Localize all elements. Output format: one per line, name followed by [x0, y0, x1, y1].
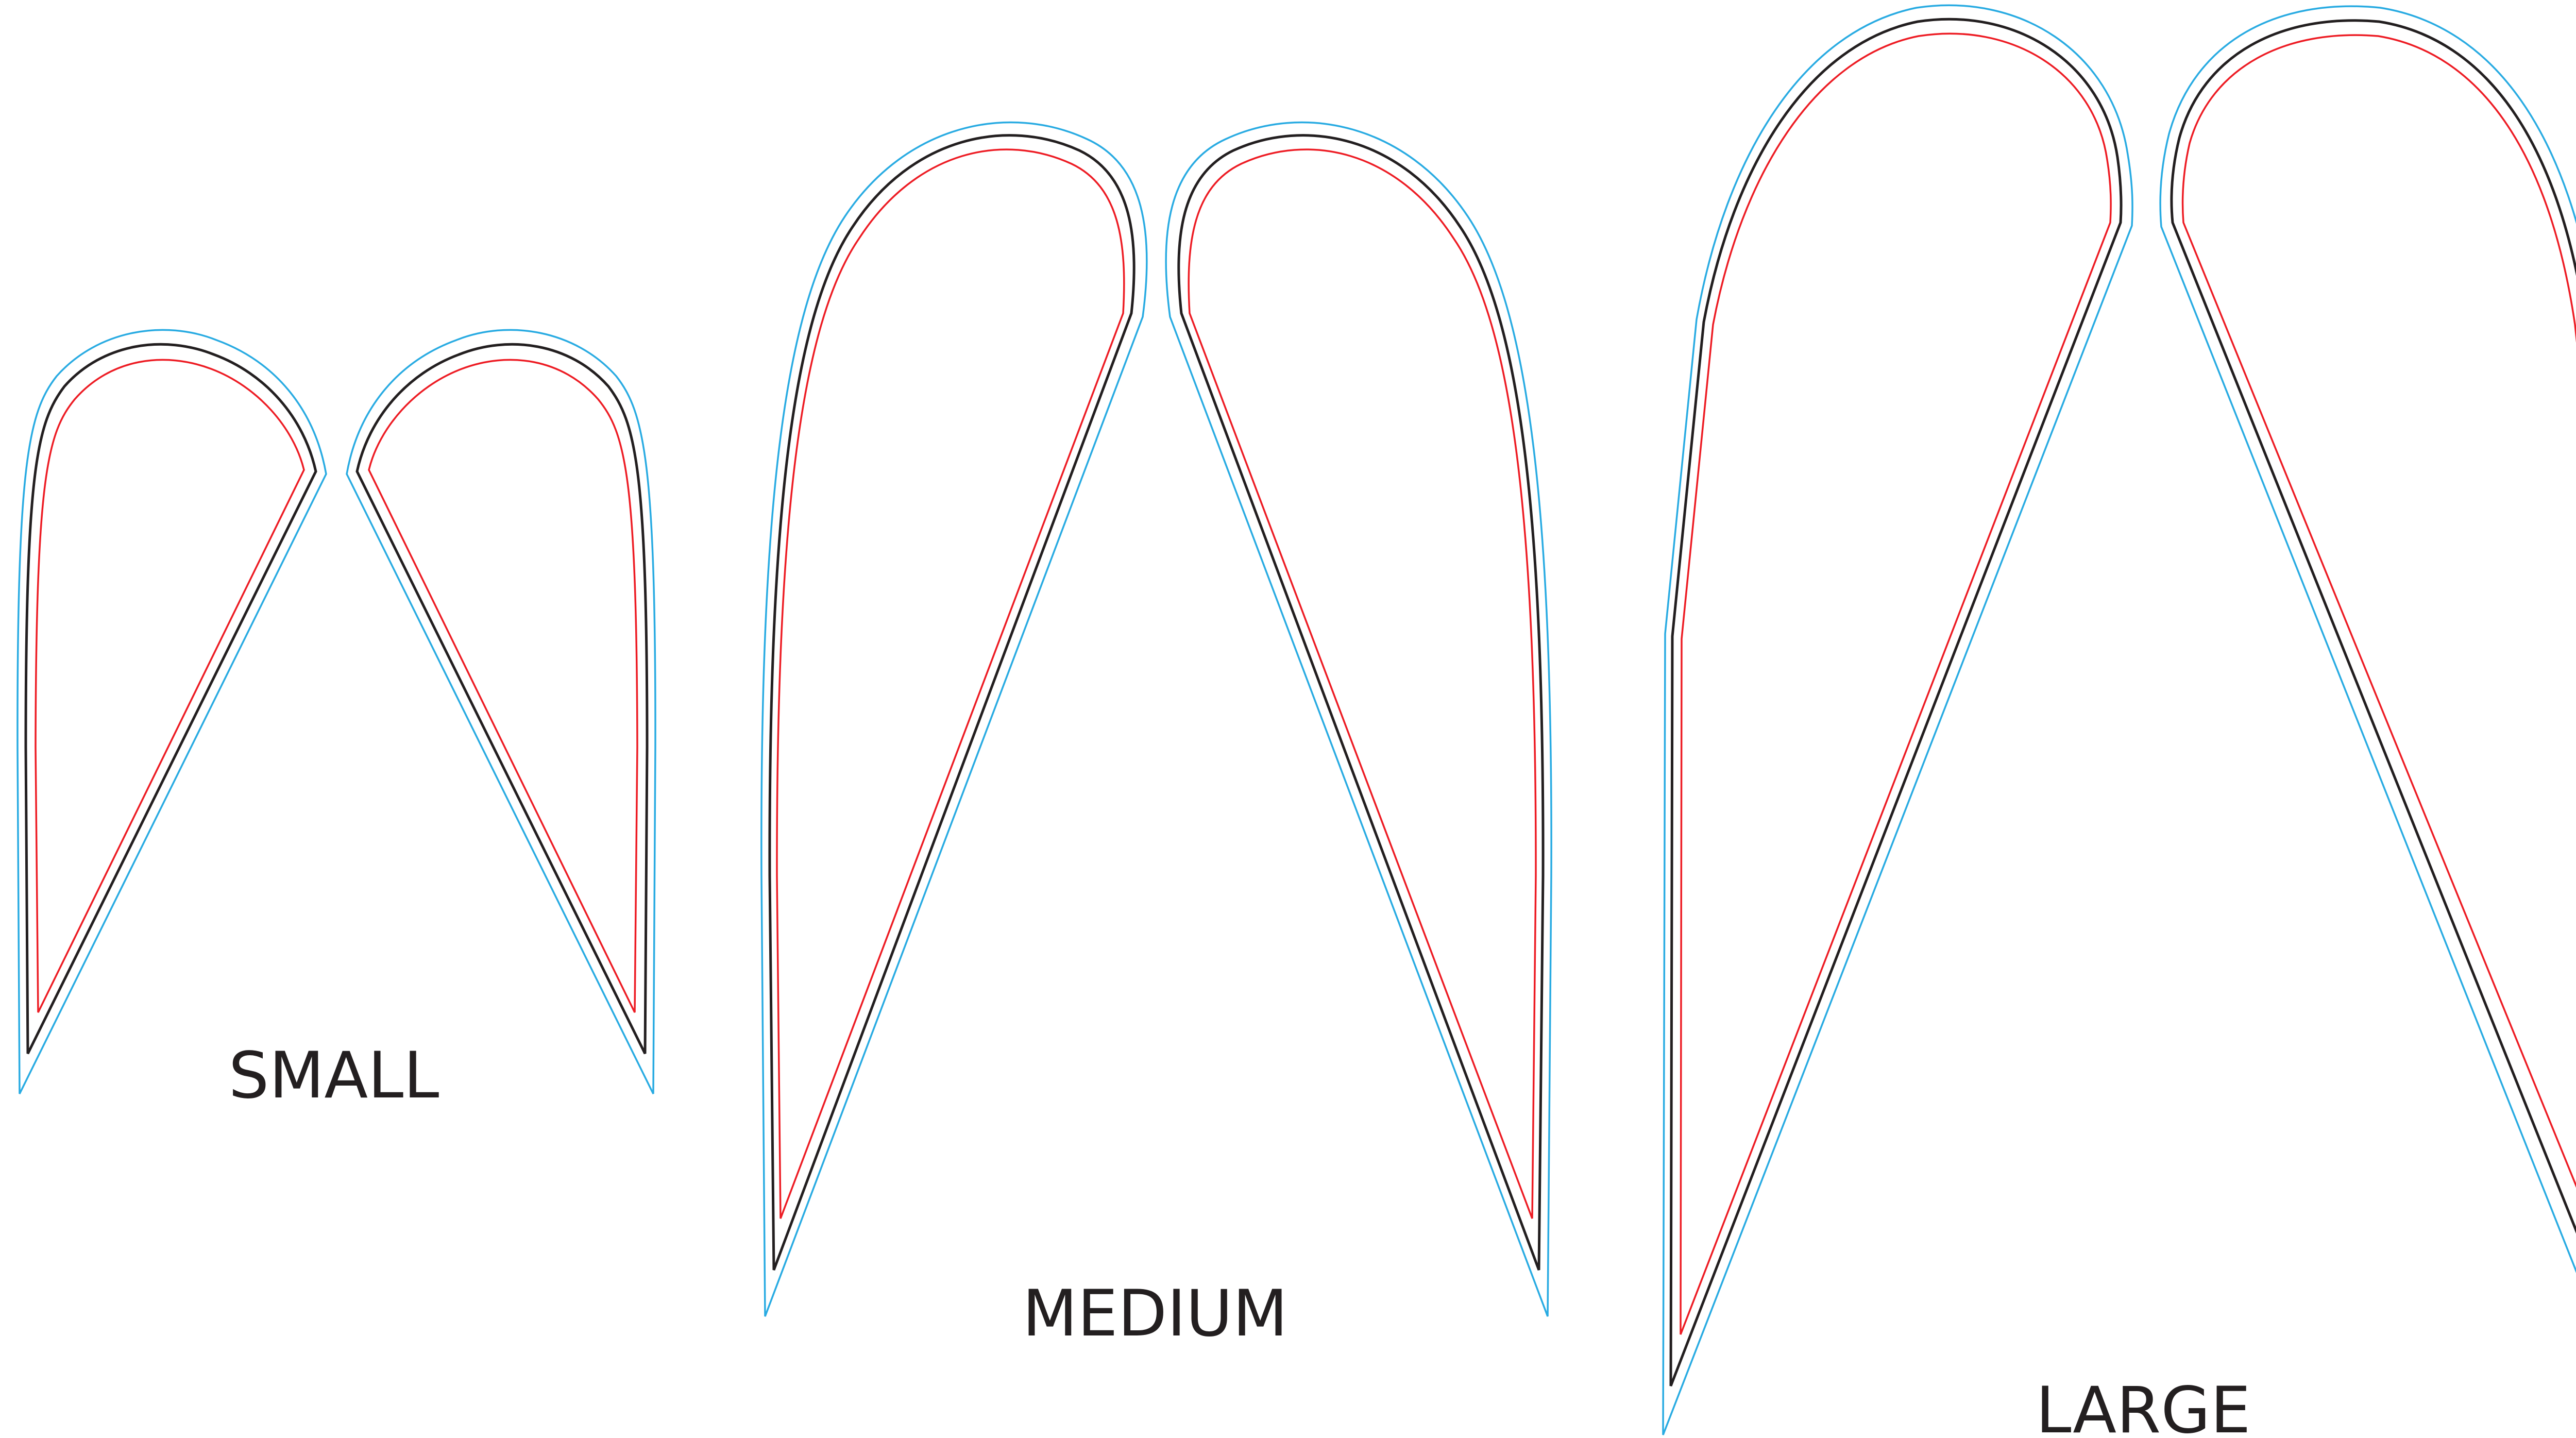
large-flag-right-outer-line	[2159, 5, 2576, 1274]
small-flag-right-inner-line	[368, 359, 638, 1013]
large-flag-left-mid-line	[1669, 18, 2123, 1386]
medium-flag-left-outer-line	[760, 121, 1148, 1317]
large-flag-left-outer-line	[1662, 4, 2133, 1435]
small-flag-left-mid-line	[24, 343, 317, 1055]
large-flag-left-inner-line	[1680, 32, 2112, 1335]
large-flag-left	[1662, 4, 2133, 1435]
medium-size-label: MEDIUM	[1022, 1277, 1287, 1351]
small-size-label: SMALL	[229, 1039, 439, 1113]
medium-flag-right	[1165, 121, 1552, 1317]
large-size-label: LARGE	[2036, 1374, 2250, 1438]
medium-flag-left	[760, 121, 1148, 1317]
large-flag-right-inner-line	[2181, 34, 2576, 1188]
large-flag-right-mid-line	[2170, 19, 2576, 1234]
small-flag-left-outer-line	[16, 329, 327, 1094]
medium-flag-right-outer-line	[1165, 121, 1552, 1317]
large-flag-right	[2159, 5, 2576, 1274]
small-flag-left	[16, 329, 327, 1094]
small-flag-right-outer-line	[346, 329, 656, 1094]
medium-flag-right-mid-line	[1177, 134, 1545, 1271]
medium-flag-left-mid-line	[768, 134, 1136, 1271]
small-flag-left-inner-line	[35, 359, 305, 1013]
medium-flag-right-inner-line	[1188, 148, 1537, 1219]
small-flag-right	[346, 329, 656, 1094]
small-flag-right-mid-line	[355, 343, 649, 1055]
medium-flag-left-inner-line	[776, 148, 1125, 1219]
